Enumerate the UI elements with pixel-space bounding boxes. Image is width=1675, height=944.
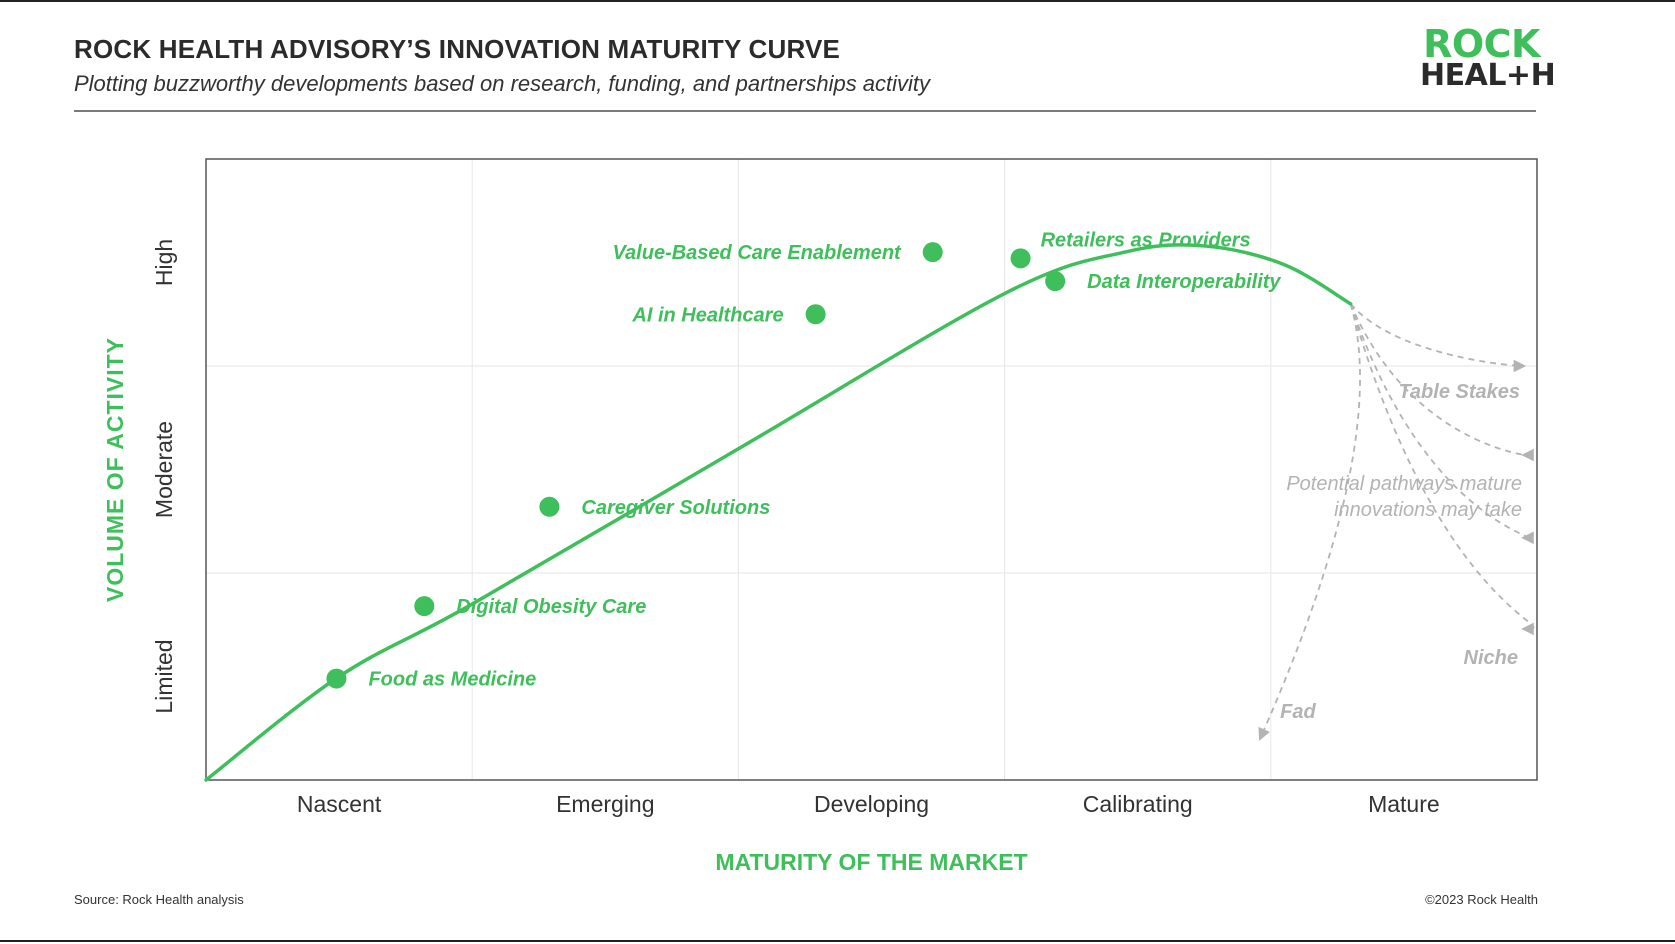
data-point — [1010, 248, 1031, 269]
pathway-label: Table Stakes — [1398, 381, 1520, 403]
x-tick-label: Emerging — [556, 791, 654, 817]
data-label: Food as Medicine — [368, 669, 536, 691]
copyright-note: ©2023 Rock Health — [1425, 892, 1538, 907]
pathway-line — [1349, 303, 1527, 373]
data-point — [922, 242, 943, 263]
y-axis-title: VOLUME OF ACTIVITY — [102, 337, 128, 602]
pathway-note-line: innovations may take — [1334, 499, 1522, 521]
source-note: Source: Rock Health analysis — [74, 892, 244, 907]
data-label: Retailers as Providers — [1041, 229, 1251, 251]
top-border — [0, 0, 1675, 2]
y-tick-label: Moderate — [151, 421, 177, 518]
data-point — [805, 304, 826, 325]
y-tick-label: High — [151, 239, 177, 286]
chart-title: ROCK HEALTH ADVISORY’S INNOVATION MATURI… — [74, 34, 841, 64]
pathway-line — [1258, 303, 1361, 741]
logo-line-2: HEAL+H — [1420, 58, 1556, 93]
pathway-line — [1349, 303, 1534, 545]
data-point — [539, 496, 560, 517]
plot-frame — [205, 158, 1538, 781]
x-tick-label: Developing — [814, 791, 929, 817]
pathway-line — [1349, 303, 1535, 636]
header: ROCK HEALTH ADVISORY’S INNOVATION MATURI… — [74, 34, 930, 97]
data-point — [1045, 271, 1066, 292]
data-label: Digital Obesity Care — [456, 596, 646, 618]
data-point — [326, 668, 347, 689]
data-label: Caregiver Solutions — [581, 497, 770, 519]
data-label: Value-Based Care Enablement — [612, 242, 902, 264]
logo-line-1: ROCK — [1423, 22, 1540, 66]
header-divider — [74, 110, 1536, 112]
data-label: AI in Healthcare — [631, 304, 783, 326]
data-point — [414, 596, 435, 617]
pathway-note-line: Potential pathways mature — [1286, 473, 1522, 495]
rock-health-logo: ROCK HEAL+H — [1420, 22, 1556, 93]
pathway-label: Fad — [1280, 701, 1316, 723]
bottom-border — [0, 940, 1675, 942]
x-axis-title: MATURITY OF THE MARKET — [715, 849, 1027, 875]
x-tick-label: Nascent — [297, 791, 382, 817]
x-tick-label: Mature — [1368, 791, 1440, 817]
pathway-note: Potential pathways mature innovations may… — [1286, 473, 1522, 521]
chart-subtitle: Plotting buzzworthy developments based o… — [74, 71, 931, 96]
x-tick-label: Calibrating — [1083, 791, 1193, 817]
pathway-line — [1349, 303, 1534, 462]
pathway-label: Niche — [1464, 647, 1518, 669]
data-label: Data Interoperability — [1087, 271, 1281, 293]
maturity-curve-line — [204, 243, 1353, 782]
y-tick-label: Limited — [151, 639, 177, 713]
